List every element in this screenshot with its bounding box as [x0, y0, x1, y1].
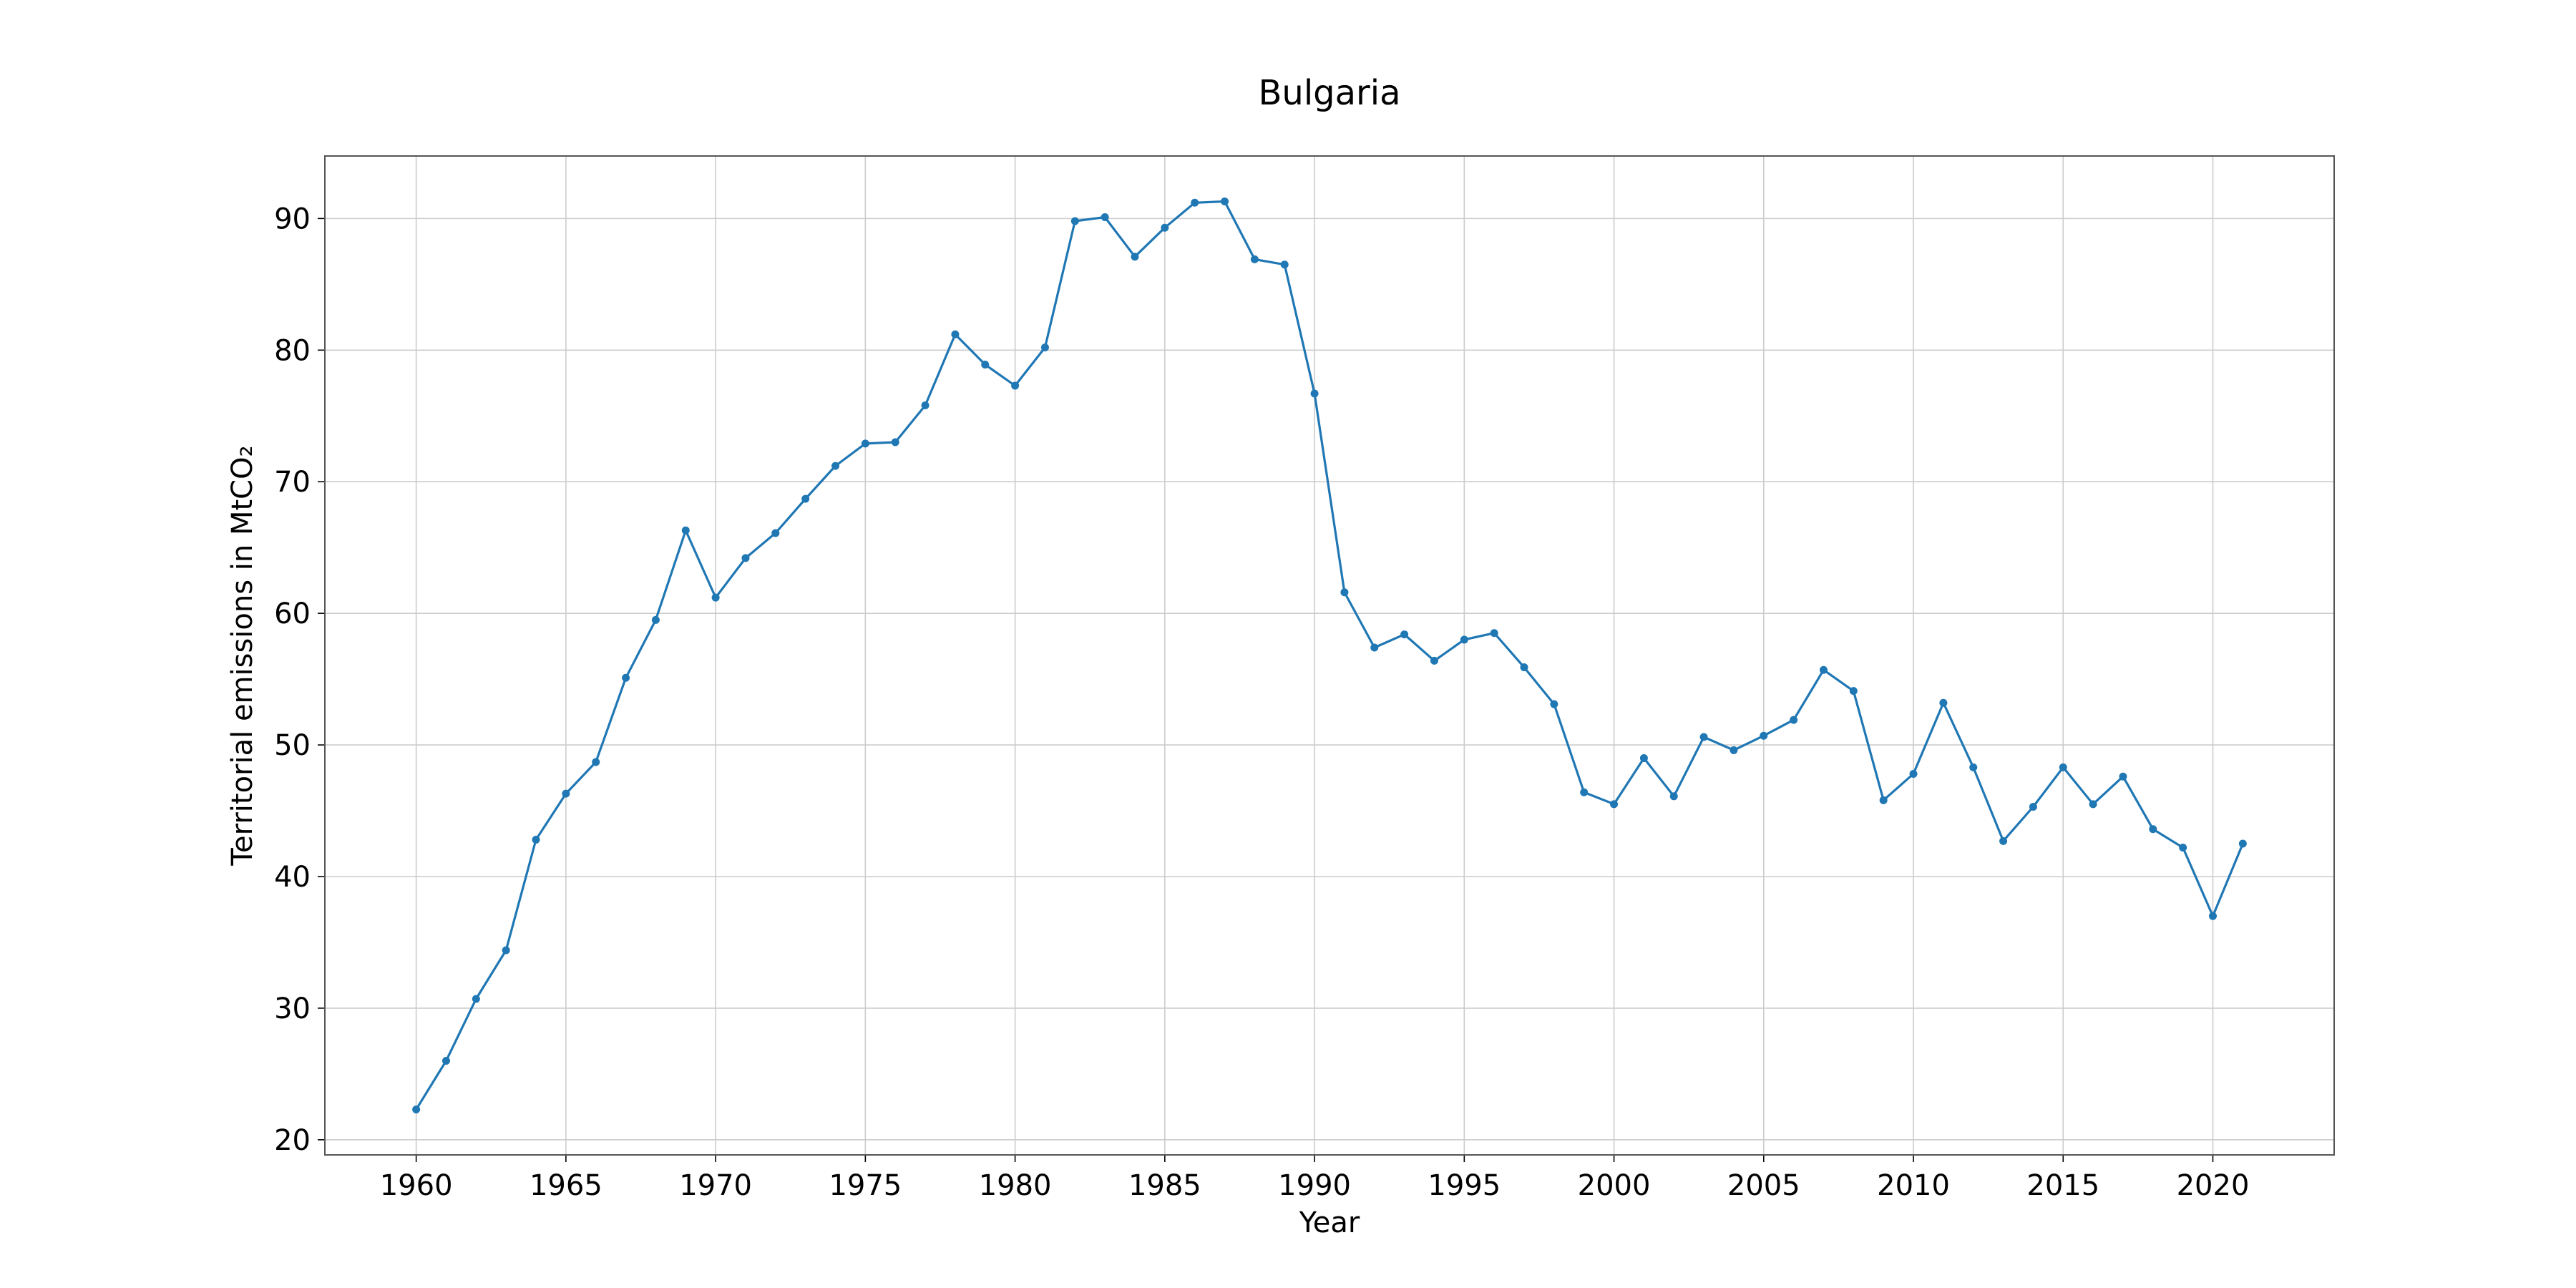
- x-tick-label: 2005: [1727, 1169, 1800, 1202]
- y-tick-label: 20: [274, 1124, 311, 1157]
- data-point: [1639, 753, 1648, 762]
- ticks-layer: 1960 1965 1970 1975 1980 1985 1990 1995 2000 2005…: [274, 203, 2249, 1202]
- data-point: [562, 789, 570, 798]
- y-tick-label: 70: [274, 466, 311, 499]
- data-point: [981, 361, 990, 369]
- data-point: [532, 835, 540, 844]
- data-point: [1550, 700, 1558, 708]
- data-point: [2029, 803, 2037, 811]
- data-point: [1909, 770, 1918, 779]
- x-tick-label: 1970: [679, 1169, 752, 1202]
- x-tick-label: 2010: [1877, 1169, 1950, 1202]
- x-tick-label: 2000: [1578, 1169, 1651, 1202]
- data-point: [861, 439, 869, 448]
- data-point: [711, 593, 720, 602]
- x-axis-title: Year: [1299, 1206, 1360, 1239]
- y-tick-label: 60: [274, 597, 311, 630]
- data-point: [1610, 800, 1619, 809]
- data-point: [891, 438, 899, 447]
- data-point: [1040, 343, 1049, 352]
- x-tick-label: 1985: [1128, 1169, 1201, 1202]
- data-point: [1070, 217, 1079, 225]
- data-point: [831, 462, 840, 470]
- data-point: [1280, 260, 1289, 269]
- data-point: [1460, 635, 1468, 644]
- data-point: [681, 526, 690, 535]
- data-point: [2238, 839, 2247, 848]
- y-tick-label: 80: [274, 334, 311, 367]
- grid-layer: [325, 156, 2334, 1155]
- data-point: [1490, 629, 1498, 638]
- data-point: [441, 1056, 450, 1065]
- data-point: [1310, 389, 1319, 398]
- data-point: [921, 401, 930, 410]
- data-point: [2089, 800, 2097, 809]
- data-point: [1520, 663, 1528, 672]
- data-point: [1400, 630, 1409, 639]
- series-layer: [412, 197, 2247, 1114]
- data-point: [622, 673, 630, 682]
- data-point: [1849, 687, 1858, 696]
- data-point: [1340, 588, 1349, 597]
- data-point: [2119, 772, 2127, 781]
- data-point: [1999, 836, 2008, 845]
- data-point: [771, 529, 780, 537]
- data-point: [412, 1106, 421, 1114]
- x-tick-label: 1980: [979, 1169, 1052, 1202]
- data-point: [2209, 912, 2218, 920]
- y-tick-label: 50: [274, 729, 311, 762]
- data-point: [1669, 792, 1678, 801]
- x-tick-label: 1965: [530, 1169, 602, 1202]
- data-point: [1729, 746, 1738, 754]
- data-point: [1790, 716, 1798, 724]
- chart-title: Bulgaria: [1258, 73, 1400, 113]
- y-tick-label: 40: [274, 861, 311, 894]
- data-point: [651, 615, 660, 624]
- y-tick-label: 90: [274, 203, 311, 235]
- data-point: [1370, 643, 1379, 652]
- data-point: [1939, 698, 1948, 707]
- data-point: [1161, 223, 1169, 232]
- data-point: [801, 494, 810, 503]
- series-line: [415, 200, 2244, 1111]
- data-point: [1760, 731, 1768, 740]
- data-point: [2149, 825, 2157, 834]
- data-point: [741, 554, 750, 562]
- data-point: [2179, 844, 2187, 852]
- data-point: [2059, 763, 2067, 771]
- y-axis-title: Territorial emissions in MtCO₂: [226, 445, 259, 866]
- data-point: [1250, 255, 1259, 263]
- x-tick-label: 1960: [380, 1169, 453, 1202]
- data-point: [1430, 656, 1438, 665]
- data-point: [1191, 198, 1199, 207]
- data-point: [951, 330, 960, 338]
- data-point: [1221, 197, 1229, 205]
- x-tick-label: 1990: [1278, 1169, 1351, 1202]
- data-point: [1131, 253, 1139, 261]
- data-point: [1580, 788, 1589, 796]
- x-tick-label: 1975: [829, 1169, 902, 1202]
- data-point: [1011, 381, 1020, 390]
- y-tick-label: 30: [274, 992, 311, 1025]
- data-point: [1699, 733, 1708, 741]
- data-point: [472, 995, 480, 1003]
- data-point: [1819, 665, 1828, 674]
- plot-frame: [324, 155, 2335, 1156]
- data-point: [502, 946, 510, 955]
- x-tick-label: 1995: [1428, 1169, 1501, 1202]
- data-point: [592, 758, 600, 766]
- data-point: [1969, 763, 1978, 771]
- x-tick-label: 2015: [2026, 1169, 2099, 1202]
- x-tick-label: 2020: [2177, 1169, 2250, 1202]
- data-point: [1101, 213, 1109, 222]
- data-point: [1879, 796, 1888, 804]
